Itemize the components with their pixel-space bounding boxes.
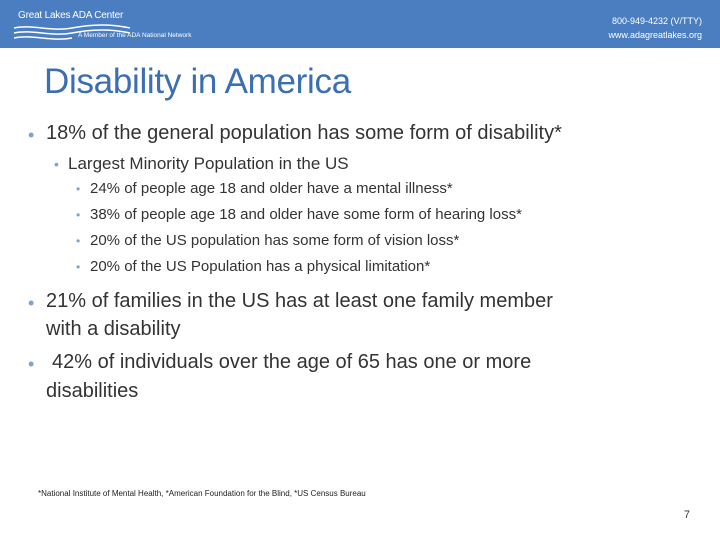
bullet-marker: • [28, 354, 35, 374]
bullet-marker: • [28, 293, 35, 313]
bullet-marker: • [28, 125, 35, 145]
bullet-marker: • [76, 260, 81, 274]
bullet-level1: 42% of individuals over the age of 65 ha… [52, 351, 532, 373]
bullet-marker: • [76, 182, 81, 196]
logo-tagline: A Member of the ADA National Network [78, 32, 192, 39]
header-bar: Great Lakes ADA Center A Member of the A… [0, 0, 720, 48]
bullet-level1-continuation: with a disability [46, 318, 181, 340]
bullet-level2: Largest Minority Population in the US [68, 154, 349, 173]
bullet-level3: 38% of people age 18 and older have some… [90, 206, 522, 223]
bullet-marker: • [76, 208, 81, 222]
slide-title: Disability in America [44, 62, 351, 101]
phone-number: 800-949-4232 (V/TTY) [611, 16, 702, 26]
page-number: 7 [683, 509, 690, 521]
bullet-level3: 20% of the US population has some form o… [90, 232, 460, 249]
contact-info: 800-949-4232 (V/TTY) www.adagreatlakes.o… [608, 14, 702, 42]
bullet-level1: 21% of families in the US has at least o… [46, 290, 553, 312]
logo: Great Lakes ADA Center A Member of the A… [12, 4, 232, 44]
bullet-marker: • [54, 156, 59, 172]
bullet-level1: 18% of the general population has some f… [46, 122, 562, 144]
bullet-level3: 20% of the US Population has a physical … [90, 258, 431, 275]
bullet-level3: 24% of people age 18 and older have a me… [90, 180, 453, 197]
logo-name: Great Lakes ADA Center [18, 10, 124, 21]
bullet-marker: • [76, 234, 81, 248]
footnote: *National Institute of Mental Health, *A… [38, 489, 366, 498]
waves-icon [13, 24, 131, 40]
bullet-level1-continuation: disabilities [46, 380, 139, 402]
website-link[interactable]: www.adagreatlakes.org [608, 30, 702, 40]
